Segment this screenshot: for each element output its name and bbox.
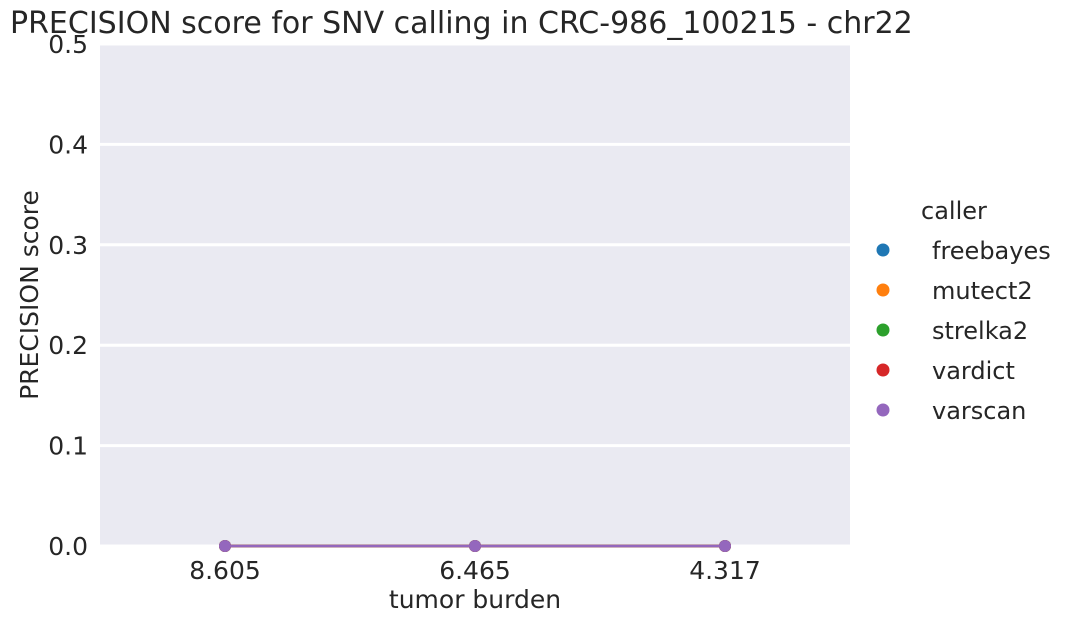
y-tick-label-0: 0.0 [48,532,88,561]
legend-label-mutect2: mutect2 [932,277,1033,305]
x-axis-label: tumor burden [389,585,561,614]
point-varscan-0 [219,540,231,552]
x-axis-ticks: 8.605 6.465 4.317 [189,556,761,585]
y-axis-ticks: 0.0 0.1 0.2 0.3 0.4 0.5 [48,30,88,561]
x-tick-label-1: 6.465 [439,556,511,585]
plot-background [100,44,850,546]
point-varscan-2 [719,540,731,552]
legend-label-freebayes: freebayes [932,237,1051,265]
y-tick-label-1: 0.1 [48,432,88,461]
legend-marker-freebayes [876,243,890,257]
legend-label-vardict: vardict [932,357,1015,385]
y-tick-label-2: 0.2 [48,331,88,360]
y-tick-label-4: 0.4 [48,130,88,159]
legend-marker-vardict [876,363,890,377]
legend-label-varscan: varscan [932,397,1026,425]
legend-title: caller [921,197,987,225]
legend-marker-mutect2 [876,283,890,297]
y-axis-label: PRECISION score [15,190,44,400]
x-tick-label-0: 8.605 [189,556,261,585]
point-varscan-1 [469,540,481,552]
y-tick-label-3: 0.3 [48,231,88,260]
legend: caller freebayes mutect2 strelka2 vardict va… [876,197,1051,425]
legend-marker-varscan [876,403,890,417]
x-tick-label-2: 4.317 [689,556,761,585]
legend-marker-strelka2 [876,323,890,337]
legend-label-strelka2: strelka2 [932,317,1028,345]
y-tick-label-5: 0.5 [48,30,88,59]
chart-title: PRECISION score for SNV calling in CRC-9… [10,6,913,41]
series-points [219,540,731,552]
